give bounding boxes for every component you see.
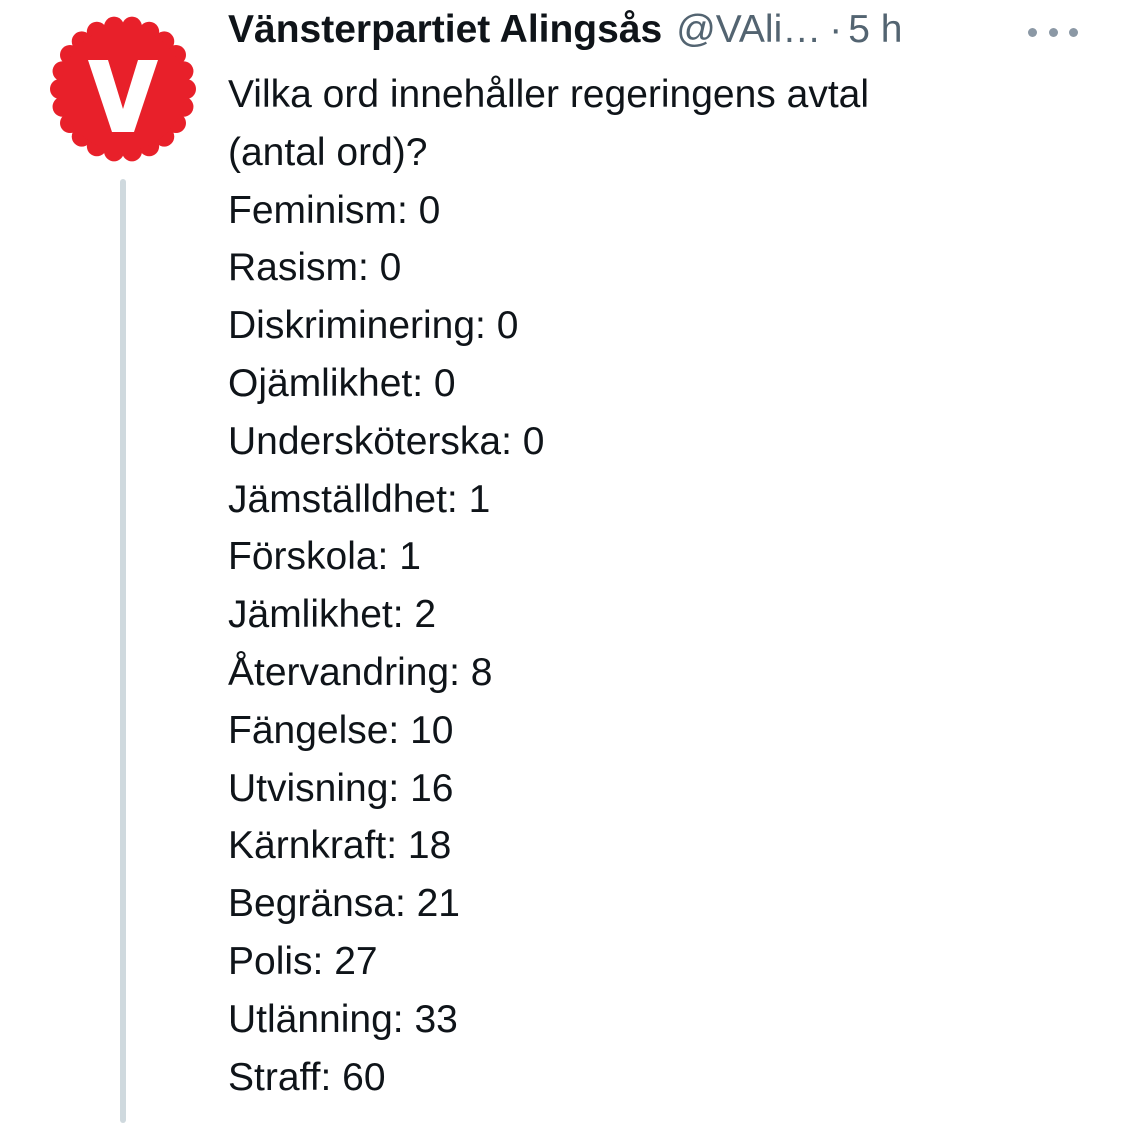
word-count-item: Utvisning: 16 <box>228 766 454 810</box>
word-count-list: Feminism: 0 Rasism: 0 Diskriminering: 0 Ojä… <box>228 182 1108 1107</box>
word-count-item: Kärnkraft: 18 <box>228 824 452 868</box>
word-count-item: Undersköterska: 0 <box>228 419 545 463</box>
separator-dot: · <box>829 8 843 51</box>
word-count-item: Förskola: 1 <box>228 535 421 579</box>
tweet-header: Vänsterpartiet Alingsås @VAli… · 5 h <box>228 8 1108 58</box>
tweet-content: Vänsterpartiet Alingsås @VAli… · 5 h Vil… <box>228 8 1108 1106</box>
thread-line <box>120 179 126 1123</box>
word-count-item: Återvandring: 8 <box>228 650 493 694</box>
display-name[interactable]: Vänsterpartiet Alingsås <box>228 8 663 51</box>
user-handle[interactable]: @VAli… <box>676 8 822 51</box>
word-count-item: Straff: 60 <box>228 1055 386 1099</box>
avatar[interactable] <box>48 14 198 164</box>
word-count-item: Jämställdhet: 1 <box>228 477 491 521</box>
word-count-item: Begränsa: 21 <box>228 882 461 926</box>
word-count-item: Fängelse: 10 <box>228 708 454 752</box>
tweet-text: Vilka ord innehåller regeringens avtal (… <box>228 66 1108 1106</box>
more-horizontal-icon[interactable] <box>1028 22 1078 42</box>
word-count-item: Rasism: 0 <box>228 246 402 290</box>
word-count-item: Utlänning: 33 <box>228 997 458 1041</box>
word-count-item: Polis: 27 <box>228 939 378 983</box>
word-count-item: Diskriminering: 0 <box>228 304 519 348</box>
tweet-text-line: (antal ord)? <box>228 130 428 174</box>
tweet-text-line: Vilka ord innehåller regeringens avtal <box>228 73 870 116</box>
timestamp[interactable]: 5 h <box>848 8 903 51</box>
word-count-item: Ojämlikhet: 0 <box>228 361 456 405</box>
word-count-item: Feminism: 0 <box>228 188 441 232</box>
word-count-item: Jämlikhet: 2 <box>228 593 437 637</box>
v-party-logo-icon <box>50 16 196 162</box>
avatar-column <box>48 14 198 1123</box>
